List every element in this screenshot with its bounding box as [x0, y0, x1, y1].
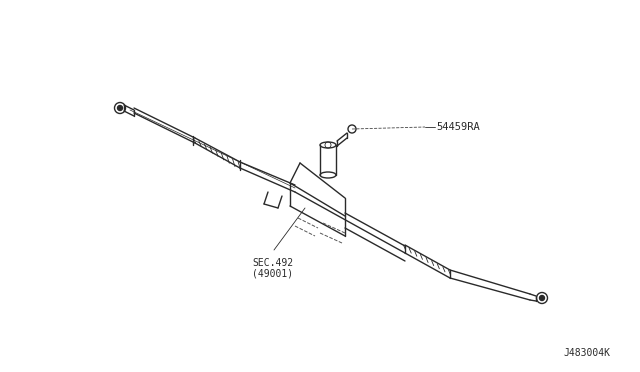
- Text: (49001): (49001): [252, 269, 293, 279]
- Text: SEC.492: SEC.492: [252, 258, 293, 268]
- Circle shape: [540, 295, 545, 301]
- Text: 54459RA: 54459RA: [436, 122, 480, 132]
- Circle shape: [118, 106, 122, 110]
- Text: J483004K: J483004K: [563, 348, 610, 358]
